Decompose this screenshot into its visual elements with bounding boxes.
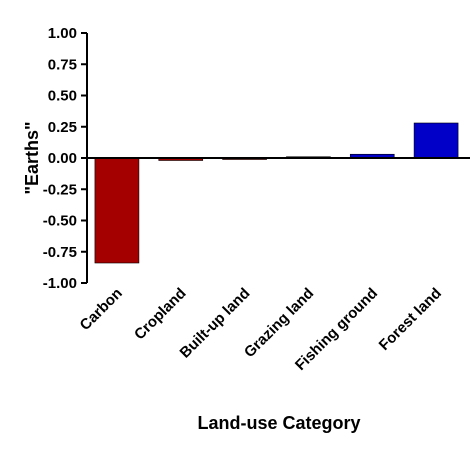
x-tick-label: Cropland [131,285,190,344]
y-tick-label: 0.75 [48,56,77,73]
bar-forest-land [413,122,459,159]
x-tick-label: Carbon [77,285,126,334]
y-tick-label: -0.50 [43,213,77,230]
x-tick-label: Forest land [376,285,445,354]
y-tick-label: -0.25 [43,181,77,198]
y-tick-label: 1.00 [48,25,77,42]
y-tick-label: 0.00 [48,150,77,167]
y-tick-label: -0.75 [43,244,77,261]
bars [94,122,459,264]
y-tick-label: 0.25 [48,119,77,136]
y-tick-label: 0.50 [48,88,77,105]
x-axis-title: Land-use Category [197,413,360,433]
y-axis: 1.00 0.75 0.50 0.25 0.00 -0.25 -0.50 -0.75 -1.00 [43,25,88,292]
bar-carbon [94,157,140,264]
y-axis-title: "Earths" [22,121,42,194]
y-tick-label: -1.00 [43,275,77,292]
